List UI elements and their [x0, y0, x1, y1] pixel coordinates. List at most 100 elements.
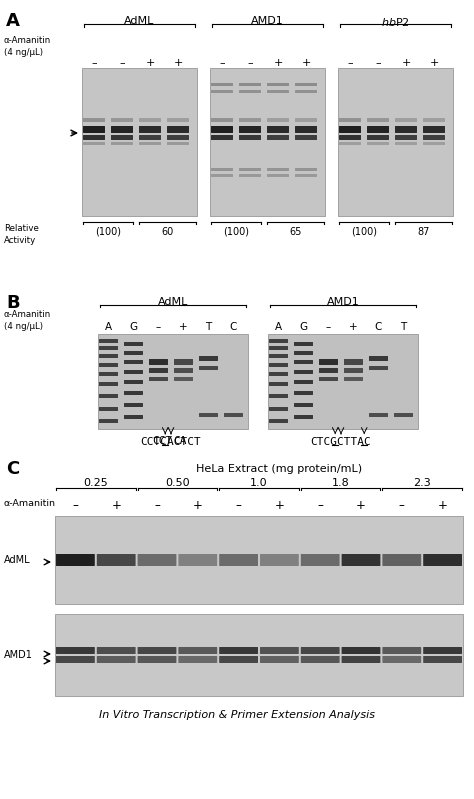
Text: –: –	[347, 58, 353, 68]
FancyBboxPatch shape	[124, 391, 143, 395]
Text: (100): (100)	[351, 227, 377, 237]
FancyBboxPatch shape	[56, 647, 95, 654]
FancyBboxPatch shape	[219, 656, 258, 663]
FancyBboxPatch shape	[83, 135, 105, 140]
FancyBboxPatch shape	[97, 656, 136, 663]
FancyBboxPatch shape	[124, 370, 143, 374]
FancyBboxPatch shape	[423, 554, 462, 566]
Text: (100): (100)	[95, 227, 121, 237]
FancyBboxPatch shape	[83, 118, 105, 122]
FancyBboxPatch shape	[211, 83, 233, 86]
Text: –: –	[326, 322, 331, 332]
FancyBboxPatch shape	[111, 126, 133, 133]
Text: +: +	[429, 58, 439, 68]
FancyBboxPatch shape	[294, 360, 313, 364]
FancyBboxPatch shape	[319, 359, 338, 365]
FancyBboxPatch shape	[124, 342, 143, 346]
Text: AMD1: AMD1	[4, 650, 33, 660]
Text: A: A	[275, 322, 282, 332]
FancyBboxPatch shape	[219, 554, 258, 566]
FancyBboxPatch shape	[260, 647, 299, 654]
Text: –: –	[154, 499, 160, 512]
Text: –: –	[91, 58, 97, 68]
Bar	[338, 68, 453, 216]
Text: –: –	[73, 499, 78, 512]
Text: +: +	[111, 499, 121, 512]
FancyBboxPatch shape	[124, 380, 143, 384]
FancyBboxPatch shape	[56, 554, 95, 566]
FancyBboxPatch shape	[367, 142, 389, 145]
Text: –: –	[317, 499, 323, 512]
Text: –: –	[375, 58, 381, 68]
Text: A: A	[105, 322, 112, 332]
FancyBboxPatch shape	[267, 118, 289, 122]
Text: +: +	[438, 499, 447, 512]
Bar	[55, 516, 463, 604]
FancyBboxPatch shape	[211, 168, 233, 171]
Text: CA: CA	[173, 436, 186, 446]
FancyBboxPatch shape	[99, 394, 118, 398]
FancyBboxPatch shape	[269, 394, 288, 398]
Text: +: +	[173, 58, 182, 68]
FancyBboxPatch shape	[167, 126, 189, 133]
Text: +: +	[349, 322, 358, 332]
FancyBboxPatch shape	[239, 90, 261, 93]
Text: AdML: AdML	[4, 555, 31, 565]
FancyBboxPatch shape	[295, 174, 317, 177]
FancyBboxPatch shape	[137, 554, 176, 566]
Text: A: A	[6, 12, 20, 30]
Text: α-Amanitin: α-Amanitin	[4, 499, 56, 508]
FancyBboxPatch shape	[344, 359, 363, 365]
FancyBboxPatch shape	[267, 174, 289, 177]
Text: –: –	[156, 322, 161, 332]
FancyBboxPatch shape	[269, 354, 288, 358]
FancyBboxPatch shape	[139, 126, 161, 133]
FancyBboxPatch shape	[260, 554, 299, 566]
Text: G: G	[129, 322, 137, 332]
FancyBboxPatch shape	[211, 126, 233, 133]
FancyBboxPatch shape	[369, 413, 388, 417]
FancyBboxPatch shape	[174, 368, 193, 373]
Text: HeLa Extract (mg protein/mL): HeLa Extract (mg protein/mL)	[196, 464, 362, 474]
Text: 0.25: 0.25	[83, 478, 108, 488]
FancyBboxPatch shape	[269, 339, 288, 343]
Text: AMD1: AMD1	[251, 16, 284, 26]
FancyBboxPatch shape	[339, 142, 361, 145]
FancyBboxPatch shape	[199, 356, 218, 361]
FancyBboxPatch shape	[367, 126, 389, 133]
Text: CCT: CCT	[153, 436, 173, 446]
Text: 2.3: 2.3	[413, 478, 431, 488]
Text: α-Amanitin
(4 ng/μL): α-Amanitin (4 ng/μL)	[4, 36, 51, 57]
FancyBboxPatch shape	[344, 377, 363, 381]
FancyBboxPatch shape	[260, 656, 299, 663]
FancyBboxPatch shape	[294, 391, 313, 395]
FancyBboxPatch shape	[149, 368, 168, 373]
Text: 65: 65	[289, 227, 301, 237]
FancyBboxPatch shape	[367, 135, 389, 140]
FancyBboxPatch shape	[395, 135, 417, 140]
Text: CCTCACTCT: CCTCACTCT	[141, 437, 201, 447]
FancyBboxPatch shape	[83, 142, 105, 145]
Bar	[210, 68, 325, 216]
Text: AdML: AdML	[158, 297, 188, 307]
Text: C: C	[230, 322, 237, 332]
Text: CTCGCTTAC: CTCGCTTAC	[310, 437, 371, 447]
FancyBboxPatch shape	[269, 346, 288, 350]
FancyBboxPatch shape	[111, 142, 133, 145]
FancyBboxPatch shape	[269, 372, 288, 376]
FancyBboxPatch shape	[124, 351, 143, 355]
FancyBboxPatch shape	[167, 135, 189, 140]
FancyBboxPatch shape	[211, 90, 233, 93]
FancyBboxPatch shape	[224, 413, 243, 417]
FancyBboxPatch shape	[178, 656, 217, 663]
FancyBboxPatch shape	[423, 142, 445, 145]
FancyBboxPatch shape	[339, 118, 361, 122]
Text: Relative
Activity: Relative Activity	[4, 224, 39, 244]
Text: –: –	[247, 58, 253, 68]
FancyBboxPatch shape	[267, 90, 289, 93]
Text: B: B	[6, 294, 19, 312]
FancyBboxPatch shape	[369, 356, 388, 361]
FancyBboxPatch shape	[395, 126, 417, 133]
Text: +: +	[356, 499, 366, 512]
FancyBboxPatch shape	[219, 647, 258, 654]
